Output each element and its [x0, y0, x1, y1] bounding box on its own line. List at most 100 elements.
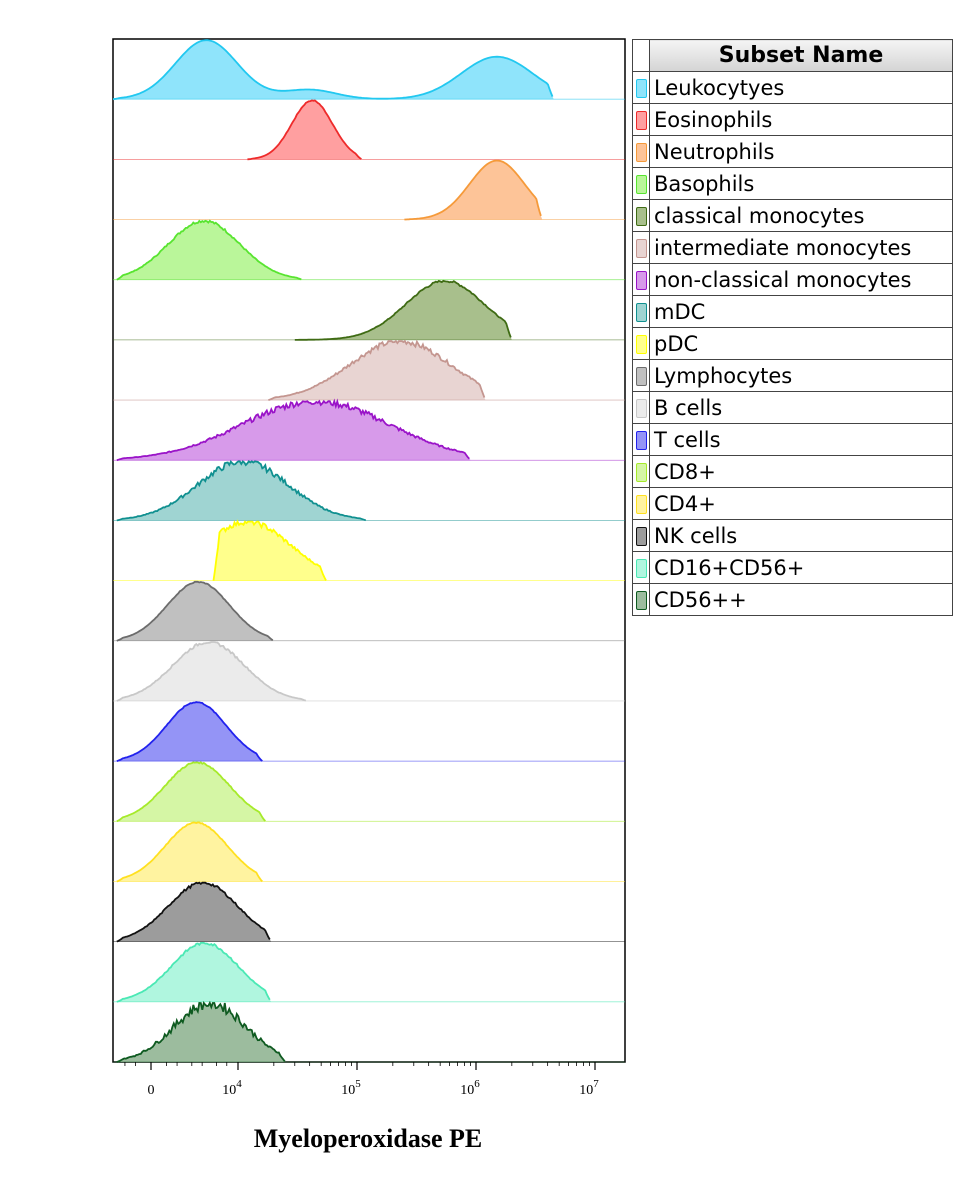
histogram-fill-6 [116, 401, 471, 461]
legend-row: Basophils [632, 167, 953, 200]
legend-swatch [635, 174, 647, 194]
histogram-line-13 [116, 821, 263, 883]
histogram-line-10 [116, 641, 307, 702]
histogram-line-16 [116, 1000, 286, 1063]
legend-row: non-classical monocytes [632, 263, 953, 296]
legend-label: Neutrophils [649, 135, 953, 168]
legend-row: classical monocytes [632, 199, 953, 232]
legend-swatch-cell [632, 359, 650, 392]
legend-row: Lymphocytes [632, 359, 953, 392]
legend-swatch-cell [632, 135, 650, 168]
legend-swatch [635, 526, 647, 546]
legend-row: CD4+ [632, 487, 953, 520]
histogram-line-9 [116, 580, 274, 642]
legend-blank-header [632, 39, 650, 72]
legend-label: Leukocytyes [649, 71, 953, 104]
histogram-fill-14 [116, 882, 272, 942]
legend-swatch-cell [632, 487, 650, 520]
legend-swatch [635, 462, 647, 482]
legend-title: Subset Name [649, 39, 953, 72]
histogram-line-5 [268, 339, 486, 401]
legend-row: Leukocytyes [632, 71, 953, 104]
histogram-line-12 [116, 761, 266, 823]
legend-swatch-cell [632, 199, 650, 232]
histogram-line-7 [116, 459, 367, 522]
histogram-fill-10 [116, 642, 307, 701]
histogram-fill-0 [113, 40, 554, 100]
histogram-fill-7 [116, 461, 367, 521]
legend-swatch [635, 142, 647, 162]
legend-swatch-cell [632, 167, 650, 200]
legend-label: classical monocytes [649, 199, 953, 232]
legend-label: mDC [649, 295, 953, 328]
histogram-line-11 [116, 701, 263, 762]
legend-label: CD16+CD56+ [649, 551, 953, 584]
legend-swatch-cell [632, 455, 650, 488]
legend-swatch [635, 398, 647, 418]
legend-swatch-cell [632, 551, 650, 584]
histogram-line-15 [116, 942, 271, 1003]
legend-swatch [635, 78, 647, 98]
legend-label: CD8+ [649, 455, 953, 488]
histogram-line-4 [294, 279, 512, 341]
legend-row: CD8+ [632, 455, 953, 488]
histogram-fill-9 [116, 581, 274, 641]
histogram-fill-16 [116, 1003, 286, 1062]
legend-swatch [635, 558, 647, 578]
histogram-line-3 [116, 219, 302, 281]
legend-label: non-classical monocytes [649, 263, 953, 296]
legend-label: pDC [649, 327, 953, 360]
legend-swatch [635, 590, 647, 610]
legend-row: pDC [632, 327, 953, 360]
legend-swatch-cell [632, 71, 650, 104]
legend-row: NK cells [632, 519, 953, 552]
histogram-line-8 [212, 519, 327, 581]
legend-swatch [635, 206, 647, 226]
legend-label: Lymphocytes [649, 359, 953, 392]
histogram-fill-3 [116, 220, 303, 280]
legend-swatch [635, 270, 647, 290]
legend-label: CD4+ [649, 487, 953, 520]
legend-label: NK cells [649, 519, 953, 552]
legend-swatch [635, 430, 647, 450]
histogram-line-2 [404, 159, 542, 221]
legend-swatch-cell [632, 519, 650, 552]
legend-row: intermediate monocytes [632, 231, 953, 264]
histogram-fill-11 [116, 702, 263, 762]
x-axis-label: Myeloperoxidase PE [253, 1124, 483, 1153]
legend-swatch-cell [632, 295, 650, 328]
histogram-fill-1 [247, 100, 362, 160]
legend-swatch [635, 334, 647, 354]
histogram-line-14 [116, 881, 271, 943]
legend-label: T cells [649, 423, 953, 456]
histogram-fill-15 [116, 942, 272, 1002]
histogram-line-1 [247, 99, 362, 161]
legend-swatch-cell [632, 263, 650, 296]
legend-swatch-cell [632, 391, 650, 424]
legend-label: intermediate monocytes [649, 231, 953, 264]
histogram-fill-4 [294, 280, 512, 340]
legend-swatch-cell [632, 423, 650, 456]
subset-legend: Subset Name Leukocytyes Eosinophils Neutro… [632, 39, 953, 616]
legend-swatch [635, 110, 647, 130]
legend-swatch-cell [632, 327, 650, 360]
legend-swatch [635, 302, 647, 322]
histogram-line-0 [112, 39, 554, 101]
legend-row: T cells [632, 423, 953, 456]
legend-swatch [635, 238, 647, 258]
histogram-fill-8 [213, 521, 327, 581]
histogram-fill-2 [404, 160, 543, 220]
legend-row: mDC [632, 295, 953, 328]
histogram-fill-13 [116, 822, 263, 882]
legend-swatch-cell [632, 583, 650, 616]
legend-swatch-cell [632, 103, 650, 136]
legend-row: CD56++ [632, 583, 953, 616]
histogram-fill-12 [116, 762, 266, 822]
legend-row: Neutrophils [632, 135, 953, 168]
legend-row: Eosinophils [632, 103, 953, 136]
x-tick-label-2: 105 [341, 1078, 361, 1098]
legend-label: CD56++ [649, 583, 953, 616]
legend-swatch-cell [632, 231, 650, 264]
legend-swatch [635, 494, 647, 514]
